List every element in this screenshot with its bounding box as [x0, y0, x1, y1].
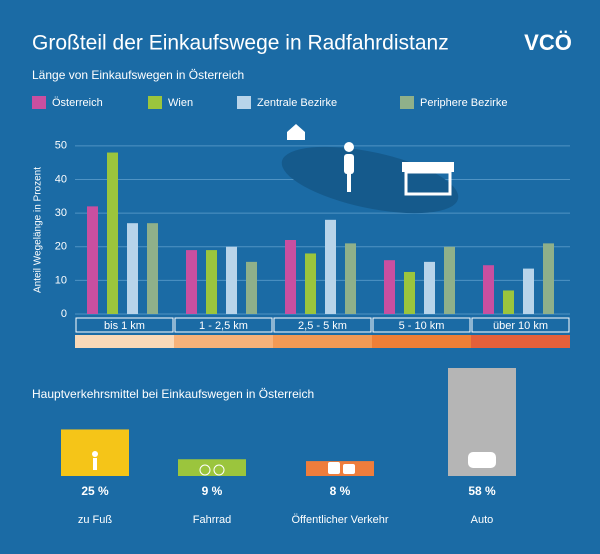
y-tick-label: 10	[55, 274, 67, 286]
illustration	[281, 146, 459, 214]
bar	[325, 219, 336, 314]
distance-strip	[372, 335, 471, 348]
x-tick-label: 2,5 - 5 km	[298, 320, 347, 332]
category-box	[174, 317, 273, 333]
bar	[305, 253, 316, 314]
bar	[206, 250, 217, 314]
bar	[483, 265, 494, 314]
y-tick-label: 0	[61, 308, 67, 320]
subtitle: Länge von Einkaufswegen in Österreich	[32, 68, 244, 82]
legend-swatch	[32, 96, 46, 109]
page-title: Großteil der Einkaufswege in Radfahrdist…	[32, 32, 449, 55]
category-box	[273, 317, 372, 333]
bar	[226, 246, 237, 314]
category-label: Auto	[471, 514, 494, 526]
y-tick-label: 30	[55, 207, 67, 219]
legend-label: Österreich	[52, 97, 103, 109]
x-tick-label: 1 - 2,5 km	[199, 320, 248, 332]
logo: VCÖ	[524, 30, 572, 55]
x-tick-label: 5 - 10 km	[399, 320, 445, 332]
legend-label: Periphere Bezirke	[420, 97, 507, 109]
category-label: Öffentlicher Verkehr	[291, 514, 388, 526]
x-tick-label: bis 1 km	[104, 320, 145, 332]
bar	[543, 243, 554, 314]
bar	[503, 290, 514, 314]
subtitle: Hauptverkehrsmittel bei Einkaufswegen in…	[32, 387, 314, 401]
distance-strip	[174, 335, 273, 348]
value-label: 9 %	[202, 484, 223, 498]
icons	[92, 451, 496, 476]
distance-strip	[75, 335, 174, 348]
bar	[178, 459, 246, 476]
bar	[404, 271, 415, 314]
category-label: Fahrrad	[193, 514, 232, 526]
bar	[444, 246, 455, 314]
bar	[285, 240, 296, 314]
legend-swatch	[400, 96, 414, 109]
bar	[246, 261, 257, 314]
value-label: 58 %	[468, 484, 496, 498]
bar	[127, 223, 138, 314]
bar	[384, 260, 395, 314]
x-tick-label: über 10 km	[493, 320, 548, 332]
category-box	[471, 317, 570, 333]
value-label: 25 %	[81, 484, 109, 498]
distance-strip	[471, 335, 570, 348]
illustration	[287, 124, 454, 196]
distance-strip	[273, 335, 372, 348]
y-axis-label: Anteil Wegelänge in Prozent	[33, 167, 44, 293]
bar	[186, 250, 197, 314]
category-box	[75, 317, 174, 333]
legend-label: Zentrale Bezirke	[257, 97, 337, 109]
bar	[87, 206, 98, 314]
y-tick-label: 40	[55, 173, 67, 185]
category-label: zu Fuß	[78, 514, 113, 526]
y-tick-label: 50	[55, 140, 67, 152]
bar	[523, 268, 534, 314]
category-box	[372, 317, 471, 333]
legend-swatch	[148, 96, 162, 109]
bar	[345, 243, 356, 314]
legend-label: Wien	[168, 97, 193, 109]
legend-swatch	[237, 96, 251, 109]
bar	[147, 223, 158, 314]
bar	[424, 261, 435, 314]
value-label: 8 %	[330, 484, 351, 498]
y-tick-label: 20	[55, 241, 67, 253]
bar	[107, 152, 118, 314]
